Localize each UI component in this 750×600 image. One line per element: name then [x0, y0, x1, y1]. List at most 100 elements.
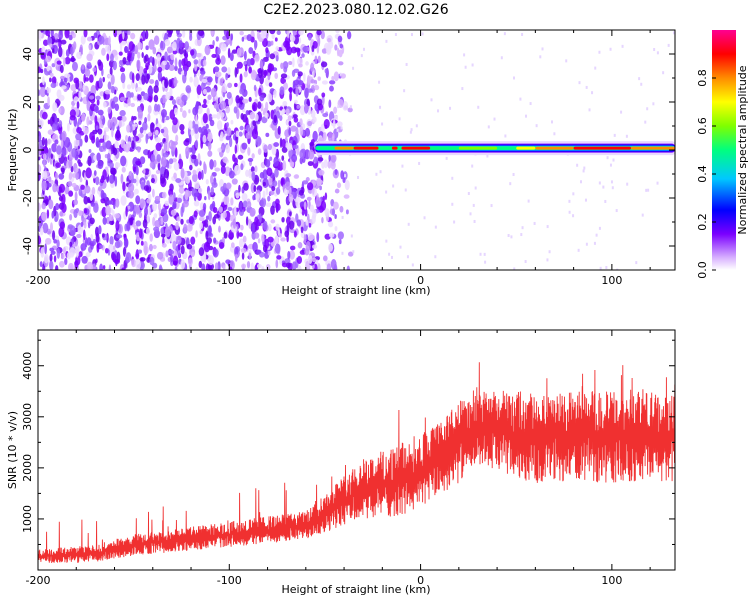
- heatmap-cell: [246, 34, 252, 42]
- heatmap-cell: [321, 92, 326, 98]
- heatmap-cell: [239, 73, 243, 83]
- heatmap-cell: [310, 109, 316, 119]
- heatmap-cell: [572, 214, 575, 218]
- heatmap-cell: [45, 30, 51, 37]
- heatmap-cell: [208, 210, 212, 222]
- heatmap-cell: [80, 243, 87, 251]
- heatmap-cell: [230, 197, 234, 206]
- x-tick-label: 100: [601, 274, 622, 287]
- heatmap-cell: [270, 205, 275, 215]
- heatmap-cell: [185, 146, 190, 157]
- heatmap-cell: [385, 190, 388, 194]
- snr-line: [38, 362, 675, 564]
- heatmap-cell: [207, 131, 213, 143]
- heatmap-cell: [122, 181, 126, 192]
- heatmap-cell: [63, 159, 67, 167]
- heatmap-cell: [512, 76, 515, 80]
- heatmap-cell: [463, 53, 466, 57]
- heatmap-cell: [430, 98, 433, 102]
- heatmap-cell: [227, 82, 233, 89]
- heatmap-cell: [256, 249, 262, 254]
- heatmap-cell: [273, 89, 277, 98]
- heatmap-cell: [136, 59, 141, 70]
- heatmap-cell: [274, 72, 279, 79]
- heatmap-cell: [606, 156, 609, 160]
- heatmap-cell: [86, 261, 94, 270]
- heatmap-cell: [49, 247, 55, 252]
- heatmap-x-ticks: -200 -100 0 100: [26, 30, 651, 287]
- heatmap-cell: [135, 86, 142, 92]
- heatmap-cell: [176, 197, 183, 204]
- heatmap-cell: [105, 44, 111, 53]
- heatmap-cell: [194, 123, 199, 134]
- heatmap-cell: [281, 108, 286, 114]
- heatmap-cell: [69, 109, 76, 118]
- heatmap-cell: [379, 170, 382, 174]
- heatmap-cell: [180, 259, 186, 270]
- heatmap-cell: [310, 62, 315, 72]
- x-tick-label: 0: [417, 574, 424, 587]
- heatmap-cell: [242, 235, 247, 243]
- heatmap-cell: [277, 179, 281, 189]
- heatmap-cell: [120, 195, 127, 206]
- heatmap-cell: [61, 130, 67, 141]
- y-tick-label: -20: [21, 189, 34, 207]
- snr-y-label: SNR (10 * v/v): [6, 411, 19, 489]
- heatmap-cell: [227, 47, 231, 59]
- heatmap-cell: [334, 44, 338, 51]
- heatmap-cell: [311, 45, 315, 53]
- heatmap-cell: [188, 109, 191, 114]
- heatmap-cell: [152, 201, 158, 212]
- heatmap-cell: [135, 220, 142, 227]
- heatmap-cell: [290, 125, 297, 132]
- heatmap-cell: [156, 154, 161, 163]
- heatmap-cell: [44, 138, 48, 148]
- heatmap-cell: [304, 208, 308, 217]
- heatmap-cell: [258, 87, 262, 97]
- heatmap-cell: [234, 67, 238, 78]
- heatmap-cell: [288, 87, 293, 93]
- heatmap-cell: [274, 168, 279, 178]
- heatmap-cell: [214, 262, 219, 270]
- heatmap-cell: [163, 168, 170, 179]
- heatmap-cell: [305, 219, 309, 226]
- heatmap-cell: [83, 208, 88, 214]
- heatmap-cell: [328, 154, 331, 162]
- heatmap-cell: [95, 136, 100, 148]
- heatmap-cell: [56, 60, 62, 65]
- heatmap-cell: [43, 67, 47, 73]
- heatmap-cell: [220, 186, 225, 193]
- colorbar: 0.0 0.2 0.4 0.6 0.8 Normalized spectral ampl…: [696, 30, 749, 279]
- heatmap-cell: [132, 95, 138, 101]
- heatmap-cell: [201, 78, 208, 83]
- heatmap-cell: [130, 32, 136, 40]
- heatmap-cell: [625, 134, 628, 138]
- heatmap-cell: [525, 114, 528, 118]
- heatmap-cell: [73, 199, 78, 206]
- heatmap-cell: [241, 192, 248, 201]
- heatmap-cell: [90, 240, 94, 250]
- heatmap-cell: [269, 30, 276, 35]
- heatmap-cell: [265, 263, 271, 270]
- heatmap-cell: [38, 220, 42, 230]
- heatmap-cell: [181, 94, 188, 102]
- heatmap-cell: [323, 159, 328, 169]
- heatmap-cell: [120, 72, 126, 84]
- chart-title: C2E2.2023.080.12.02.G26: [263, 2, 448, 18]
- heatmap-band-peak: [401, 146, 431, 150]
- heatmap-cell: [143, 185, 150, 192]
- heatmap-cell: [127, 30, 131, 36]
- heatmap-cell: [60, 167, 65, 173]
- heatmap-cell: [64, 257, 68, 266]
- heatmap-cell: [265, 47, 269, 54]
- heatmap-cell: [510, 235, 513, 239]
- heatmap-cell: [239, 125, 244, 131]
- heatmap-cell: [148, 169, 152, 176]
- heatmap-cell: [490, 204, 493, 208]
- heatmap-cell: [93, 32, 98, 39]
- heatmap-cell: [126, 220, 131, 232]
- heatmap-cell: [641, 213, 644, 217]
- heatmap-cell: [162, 152, 169, 158]
- heatmap-cell: [218, 206, 223, 213]
- heatmap-cell: [273, 142, 280, 148]
